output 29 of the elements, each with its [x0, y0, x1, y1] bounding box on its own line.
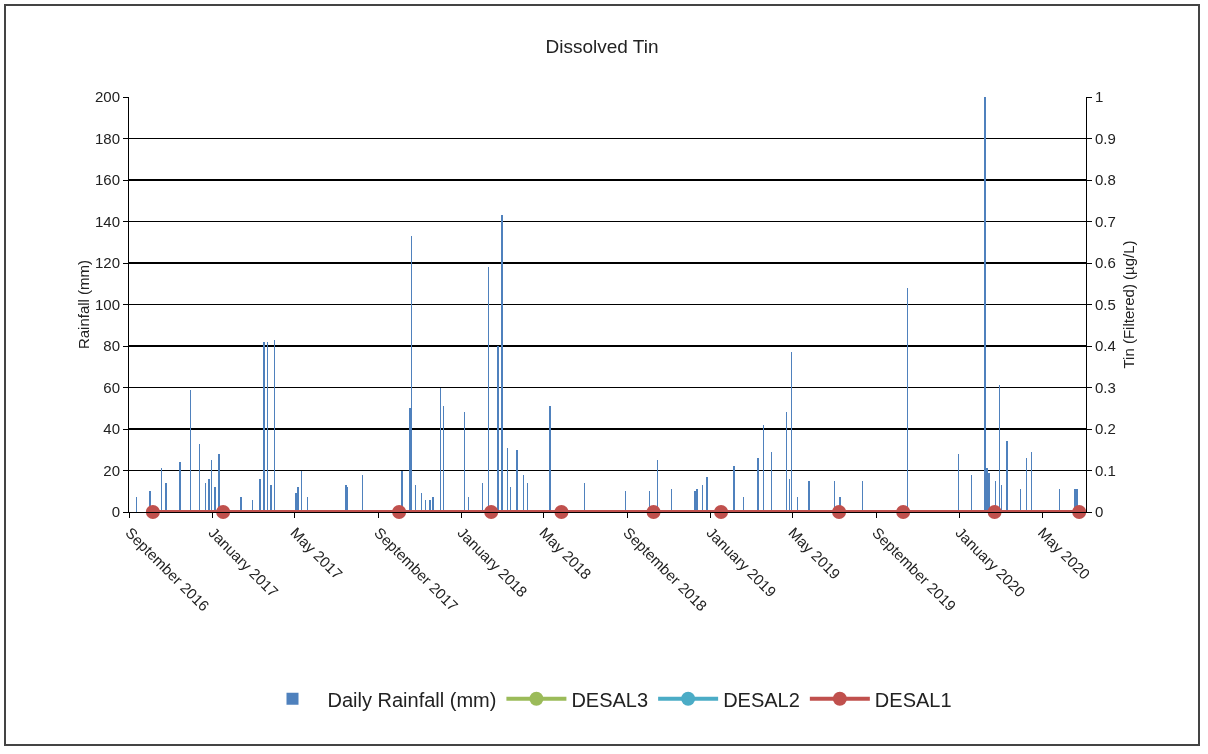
y-tick-label: 60	[103, 378, 120, 396]
y2-tick-label: 0.3	[1095, 378, 1116, 396]
y2-tick-label: 0.4	[1095, 337, 1116, 355]
y2-tick-label: 0.5	[1095, 295, 1116, 313]
y2-axis-title: Tin (Filtered) (µg/L)	[1119, 240, 1137, 369]
y2-tick-label: 0.9	[1095, 129, 1116, 147]
y2-tick-label: 0	[1095, 503, 1104, 521]
y-tick-label: 180	[94, 129, 120, 147]
y2-tick-label: 0.2	[1095, 420, 1116, 438]
y-tick-label: 140	[94, 212, 120, 230]
y-axis-title: Rainfall (mm)	[75, 259, 92, 350]
y-tick-label: 200	[94, 88, 120, 106]
y2-tick-label: 1	[1095, 88, 1104, 106]
legend-label: DESAL2	[723, 688, 800, 711]
y-tick-label: 20	[103, 461, 120, 479]
y2-tick-label: 0.1	[1095, 461, 1116, 479]
y2-tick-label: 0.7	[1095, 212, 1116, 230]
chart-title: Dissolved Tin	[545, 35, 659, 57]
legend-label: DESAL3	[571, 688, 649, 711]
y-tick-label: 40	[103, 420, 120, 438]
legend-label: Daily Rainfall (mm)	[327, 688, 497, 711]
legend-label: DESAL1	[874, 688, 952, 711]
y-tick-label: 0	[111, 503, 120, 521]
y2-tick-label: 0.6	[1095, 254, 1116, 272]
y-tick-label: 160	[94, 171, 120, 189]
y2-tick-label: 0.8	[1095, 171, 1116, 189]
y-tick-label: 120	[94, 254, 120, 272]
y-tick-label: 80	[103, 337, 120, 355]
y-tick-label: 100	[94, 295, 120, 313]
